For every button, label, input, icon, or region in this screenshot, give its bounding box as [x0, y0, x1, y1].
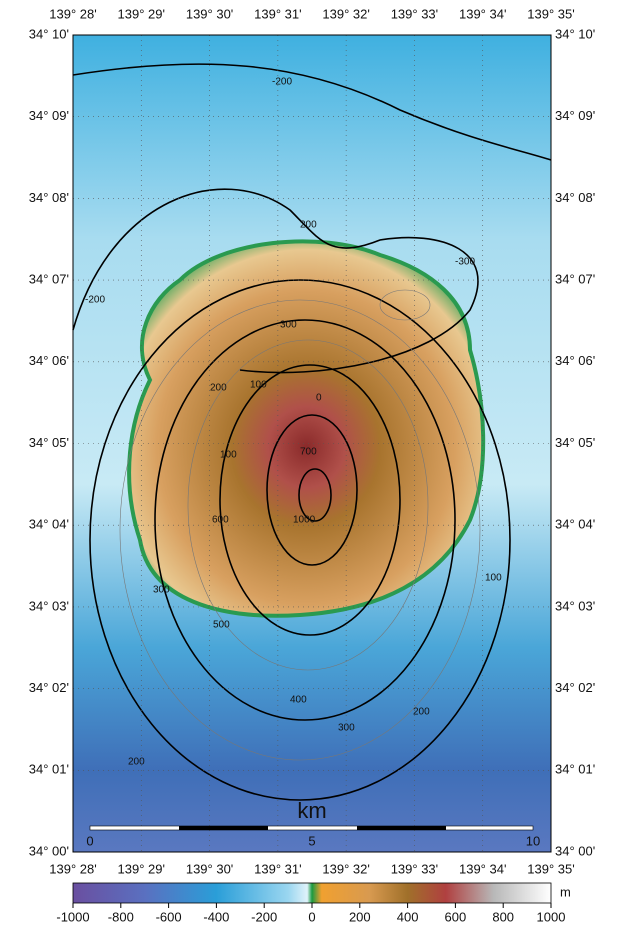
- longitude-label: 139° 35': [527, 861, 574, 876]
- latitude-label: 34° 08': [29, 190, 69, 205]
- latitude-label: 34° 08': [555, 190, 595, 205]
- longitude-label: 139° 33': [391, 6, 438, 21]
- contour-label: 0: [316, 393, 322, 404]
- scale-bar-segment: [357, 826, 446, 830]
- latitude-label: 34° 06': [29, 353, 69, 368]
- contour-label: -300: [455, 257, 475, 268]
- contour-label: 500: [213, 620, 230, 631]
- latitude-label: 34° 07': [29, 272, 69, 287]
- colorbar-unit: m: [560, 884, 571, 899]
- longitude-label: 139° 35': [527, 6, 574, 21]
- contour-label: 600: [212, 515, 229, 526]
- longitude-label: 139° 28': [49, 861, 96, 876]
- scale-label: 5: [308, 833, 315, 848]
- colorbar-tick-label: -200: [251, 909, 277, 924]
- longitude-label: 139° 28': [49, 6, 96, 21]
- colorbar: [73, 883, 551, 903]
- latitude-label: 34° 10': [29, 26, 69, 41]
- scale-bar-base: [90, 826, 533, 830]
- latitude-label: 34° 09': [555, 108, 595, 123]
- latitude-label: 34° 01': [29, 762, 69, 777]
- longitude-label: 139° 33': [391, 861, 438, 876]
- latitude-label: 34° 03': [555, 598, 595, 613]
- colorbar-tick-label: 400: [397, 909, 419, 924]
- longitude-label: 139° 29': [118, 6, 165, 21]
- contour-label: 700: [300, 447, 317, 458]
- longitude-label: 139° 31': [254, 6, 301, 21]
- latitude-label: 34° 05': [555, 435, 595, 450]
- contour-label: 300: [280, 320, 297, 331]
- latitude-label: 34° 02': [29, 680, 69, 695]
- latitude-label: 34° 07': [555, 272, 595, 287]
- colorbar-tick-label: 1000: [537, 909, 566, 924]
- longitude-label: 139° 34': [459, 6, 506, 21]
- island: [129, 241, 483, 615]
- latitude-label: 34° 04': [29, 517, 69, 532]
- colorbar-tick-label: 800: [492, 909, 514, 924]
- latitude-label: 34° 05': [29, 435, 69, 450]
- latitude-label: 34° 02': [555, 680, 595, 695]
- longitude-label: 139° 29': [118, 861, 165, 876]
- longitude-label: 139° 31': [254, 861, 301, 876]
- latitude-label: 34° 00': [29, 843, 69, 858]
- longitude-label: 139° 30': [186, 861, 233, 876]
- contour-label: 1000: [293, 515, 316, 526]
- contour-label: -200: [272, 77, 292, 88]
- colorbar-tick-label: 0: [308, 909, 315, 924]
- colorbar-tick-label: 200: [349, 909, 371, 924]
- contour-label: 200: [128, 757, 145, 768]
- contour-label: 100: [250, 380, 267, 391]
- contour-label: 300: [338, 723, 355, 734]
- contour-label: 200: [300, 220, 317, 231]
- contour-label: -200: [85, 295, 105, 306]
- map-figure: -200 200 -300 -200 300 200 100 0 100 700…: [0, 0, 625, 927]
- latitude-label: 34° 04': [555, 517, 595, 532]
- map: -200 200 -300 -200 300 200 100 0 100 700…: [73, 35, 551, 852]
- colorbar-tick-label: -400: [203, 909, 229, 924]
- latitude-label: 34° 00': [555, 843, 595, 858]
- longitude-label: 139° 34': [459, 861, 506, 876]
- latitude-label: 34° 03': [29, 598, 69, 613]
- latitude-label: 34° 01': [555, 762, 595, 777]
- colorbar-tick-label: -1000: [56, 909, 89, 924]
- longitude-label: 139° 30': [186, 6, 233, 21]
- longitude-label: 139° 32': [322, 6, 369, 21]
- latitude-label: 34° 06': [555, 353, 595, 368]
- scale-label: 10: [526, 833, 540, 848]
- latitude-label: 34° 09': [29, 108, 69, 123]
- contour-label: 100: [220, 450, 237, 461]
- scale-bar-segment: [179, 826, 268, 830]
- scale-label: 0: [86, 833, 93, 848]
- contour-label: 400: [290, 695, 307, 706]
- colorbar-tick-label: -800: [108, 909, 134, 924]
- longitude-label: 139° 32': [322, 861, 369, 876]
- scale-unit: km: [297, 798, 326, 823]
- colorbar-tick-label: 600: [445, 909, 467, 924]
- latitude-label: 34° 10': [555, 26, 595, 41]
- contour-label: 300: [153, 585, 170, 596]
- contour-label: 200: [413, 707, 430, 718]
- colorbar-tick-label: -600: [156, 909, 182, 924]
- contour-label: 100: [485, 573, 502, 584]
- contour-label: 200: [210, 383, 227, 394]
